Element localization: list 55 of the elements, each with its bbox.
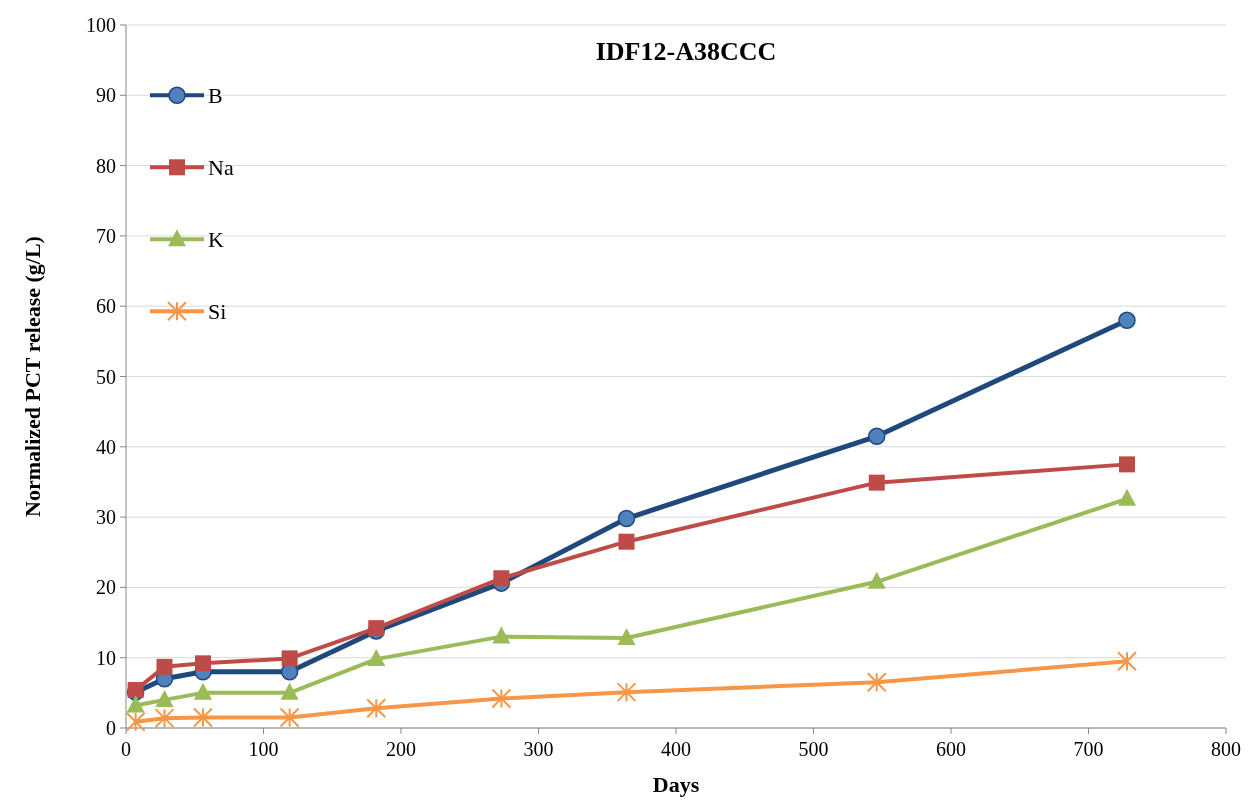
y-tick-label: 50 [96, 365, 116, 388]
point [1118, 488, 1136, 506]
legend-label: Na [208, 155, 234, 180]
point [281, 650, 298, 667]
y-tick-label: 80 [96, 154, 116, 177]
point [154, 708, 175, 729]
point [126, 695, 145, 713]
point [366, 698, 387, 719]
x-tick-label: 500 [798, 738, 829, 760]
y-tick-label: 0 [106, 717, 116, 739]
point [195, 655, 211, 672]
point [617, 509, 636, 528]
x-tick-label: 0 [121, 738, 131, 760]
point [125, 711, 146, 732]
point [867, 571, 886, 589]
point [491, 688, 512, 709]
legend-label: B [208, 83, 223, 108]
point [617, 628, 636, 646]
point [156, 658, 173, 675]
point [866, 672, 887, 693]
legend-label: Si [208, 299, 227, 324]
x-tick-label: 700 [1073, 738, 1104, 760]
point [194, 682, 212, 700]
x-tick-label: 400 [661, 738, 691, 760]
y-axis-title: Normalized PCT release (g/L) [20, 236, 45, 517]
point [493, 570, 510, 587]
point [155, 689, 174, 707]
text: IDF12-A38CCC [595, 37, 777, 66]
y-tick-label: 90 [96, 84, 116, 107]
point [279, 707, 300, 728]
y-tick-label: 40 [96, 435, 116, 458]
x-tick-label: 800 [1211, 738, 1241, 760]
x-axis-title: Days [652, 772, 700, 797]
legend-label: K [208, 227, 224, 252]
point [868, 427, 886, 446]
x-tick-label: 600 [936, 738, 966, 760]
point [1118, 311, 1136, 330]
y-tick-label: 10 [96, 646, 116, 669]
point [1117, 651, 1137, 672]
point [1119, 456, 1135, 473]
y-tick-label: 60 [96, 295, 116, 318]
y-tick-label: 30 [96, 506, 116, 529]
y-tick-label: 70 [96, 224, 116, 247]
point [492, 626, 511, 644]
point [616, 682, 637, 703]
point [618, 533, 635, 550]
x-tick-label: 200 [386, 738, 416, 760]
point [193, 707, 213, 728]
point [280, 682, 299, 700]
x-tick-label: 300 [523, 738, 554, 760]
y-tick-label: 100 [86, 14, 116, 36]
point [367, 649, 386, 667]
point [868, 474, 885, 491]
x-tick-label: 100 [248, 738, 279, 760]
y-tick-label: 20 [96, 576, 116, 599]
